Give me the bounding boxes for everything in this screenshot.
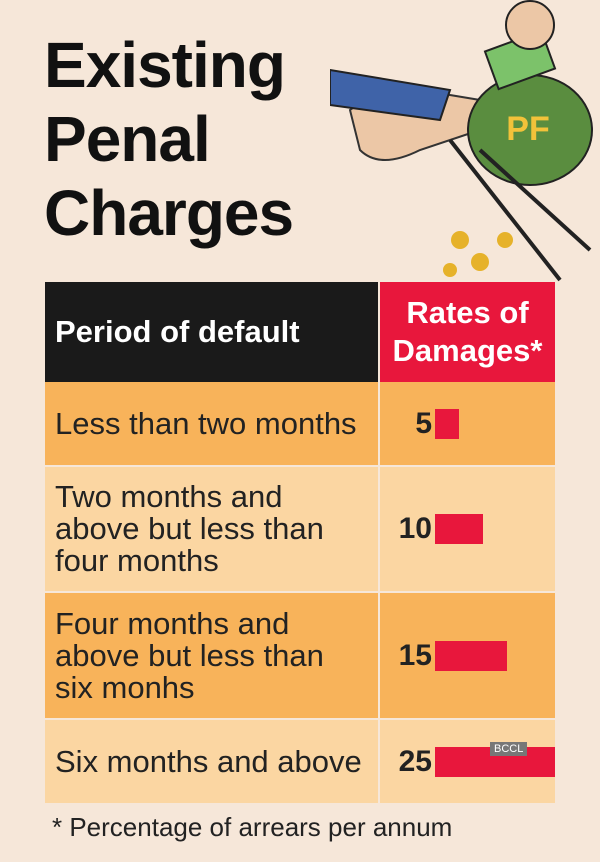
value-cell: 5 — [380, 382, 555, 465]
header-period: Period of default — [45, 282, 378, 382]
bar — [435, 640, 507, 671]
bar — [435, 514, 483, 544]
value-label: 5 — [415, 406, 432, 440]
header-rate: Rates of Damages* — [380, 282, 555, 382]
title: Existing Penal Charges — [44, 29, 294, 249]
value-cell: 15 — [380, 593, 555, 718]
watermark: BCCL — [490, 742, 528, 756]
footnote: * Percentage of arrears per annum — [52, 812, 453, 842]
value-label: 25 — [398, 744, 432, 778]
value-cell: 25 — [380, 720, 555, 803]
value-label: 10 — [398, 512, 432, 545]
value-cell: 10 — [380, 467, 555, 591]
bar — [435, 408, 459, 439]
category-cell: Two months and above but less than four … — [45, 467, 378, 591]
illustration: PF — [330, 0, 593, 282]
category-cell: Six months and above — [45, 720, 378, 803]
category-cell: Less than two months — [45, 382, 378, 465]
category-cell: Four months and above but less than six … — [45, 593, 378, 718]
bag-label: PF — [506, 110, 549, 148]
value-label: 15 — [398, 638, 432, 672]
